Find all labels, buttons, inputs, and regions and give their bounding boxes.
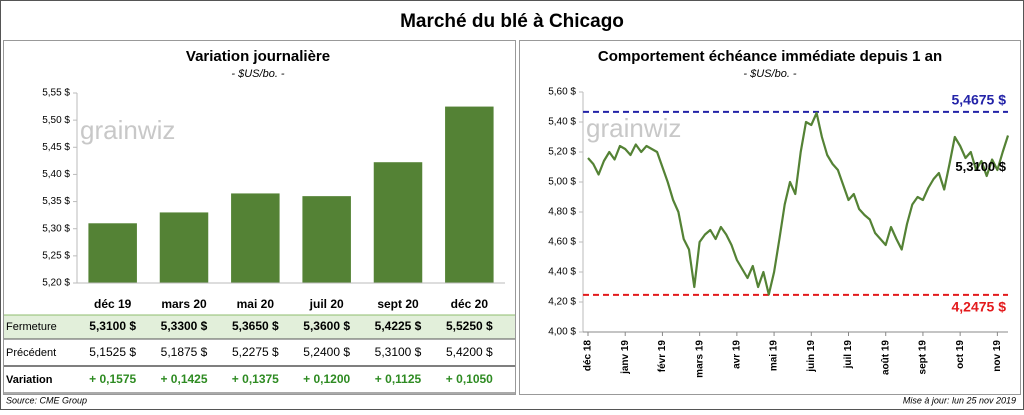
- y-tick-label: 5,45 $: [42, 142, 70, 153]
- x-tick-label: mai 19: [769, 340, 780, 372]
- table-cell: + 0,1050: [446, 372, 493, 386]
- x-tick-label: nov 19: [992, 340, 1003, 372]
- y-tick-label: 5,00 $: [548, 177, 576, 188]
- table-cell: 5,2275 $: [232, 345, 279, 359]
- table-cell: + 0,1575: [89, 372, 136, 386]
- watermark: grainwiz: [80, 115, 175, 145]
- reference-label: 5,4675 $: [952, 92, 1007, 108]
- x-tick-label: déc 19: [94, 297, 132, 311]
- y-tick-label: 5,40 $: [42, 169, 70, 180]
- table-cell: 5,4225 $: [375, 319, 422, 333]
- chart-subtitle: - $US/bo. -: [231, 68, 285, 80]
- series-line: [587, 111, 1010, 296]
- x-tick-label: sept 20: [377, 297, 419, 311]
- table-cell: 5,5250 $: [446, 319, 493, 333]
- chart-title: Comportement échéance immédiate depuis 1…: [598, 48, 942, 65]
- bar: [445, 106, 494, 283]
- table-cell: + 0,1375: [232, 372, 279, 386]
- x-tick-label: juil 19: [843, 340, 854, 370]
- chart-title: Variation journalière: [186, 48, 330, 65]
- x-tick-label: mars 19: [694, 340, 705, 378]
- y-tick-label: 5,50 $: [42, 115, 70, 126]
- page-title: Marché du blé à Chicago: [400, 11, 624, 32]
- reference-label: 4,2475 $: [952, 299, 1007, 315]
- y-tick-label: 5,30 $: [42, 223, 70, 234]
- x-tick-label: avr 19: [732, 340, 743, 369]
- table-cell: + 0,1425: [160, 372, 207, 386]
- row-label: Variation: [6, 374, 53, 386]
- right-panel: [519, 40, 1021, 395]
- source: Source: CME Group: [6, 395, 87, 405]
- table-cell: + 0,1125: [375, 372, 422, 386]
- y-tick-label: 5,55 $: [42, 88, 70, 99]
- left-panel: [3, 40, 516, 395]
- y-tick-label: 4,00 $: [548, 327, 576, 338]
- x-tick-label: févr 19: [657, 340, 668, 373]
- y-tick-label: 5,60 $: [548, 87, 576, 98]
- value-label: 5,3100 $: [955, 159, 1006, 174]
- x-tick-label: oct 19: [955, 340, 966, 369]
- y-tick-label: 5,40 $: [548, 117, 576, 128]
- table-cell: 5,3650 $: [232, 319, 279, 333]
- table-cell: 5,3100 $: [375, 345, 422, 359]
- bar: [373, 162, 423, 283]
- y-tick-label: 5,20 $: [548, 147, 576, 158]
- y-tick-label: 4,20 $: [548, 297, 576, 308]
- watermark: grainwiz: [586, 113, 681, 143]
- x-tick-label: mars 20: [161, 297, 207, 311]
- updated: Mise à jour: lun 25 nov 2019: [903, 395, 1016, 405]
- x-tick-label: juin 19: [806, 340, 817, 373]
- x-tick-label: déc 20: [451, 297, 489, 311]
- bar: [231, 193, 280, 283]
- x-tick-label: juil 20: [309, 297, 344, 311]
- table-row-bg: [4, 315, 515, 339]
- table-cell: 5,1525 $: [89, 345, 136, 359]
- table-cell: 5,3300 $: [161, 319, 208, 333]
- row-label: Fermeture: [6, 321, 57, 333]
- x-tick-label: août 19: [880, 340, 891, 375]
- bar: [159, 212, 209, 283]
- x-tick-label: sept 19: [918, 340, 929, 375]
- y-tick-label: 5,20 $: [42, 278, 70, 289]
- y-tick-label: 4,80 $: [548, 207, 576, 218]
- y-tick-label: 4,60 $: [548, 237, 576, 248]
- y-tick-label: 4,40 $: [548, 267, 576, 278]
- bar: [302, 196, 351, 283]
- table-cell: + 0,1200: [303, 372, 350, 386]
- table-cell: 5,2400 $: [303, 345, 350, 359]
- row-label: Précédent: [6, 347, 56, 359]
- x-tick-label: janv 19: [620, 340, 631, 375]
- y-tick-label: 5,35 $: [42, 196, 70, 207]
- x-tick-label: déc 18: [583, 340, 594, 372]
- bar: [88, 223, 137, 283]
- y-tick-label: 5,25 $: [42, 250, 70, 261]
- chart-subtitle: - $US/bo. -: [743, 68, 797, 80]
- table-cell: 5,1875 $: [161, 345, 208, 359]
- table-cell: 5,3600 $: [303, 319, 350, 333]
- x-tick-label: mai 20: [237, 297, 275, 311]
- table-cell: 5,4200 $: [446, 345, 493, 359]
- table-cell: 5,3100 $: [89, 319, 136, 333]
